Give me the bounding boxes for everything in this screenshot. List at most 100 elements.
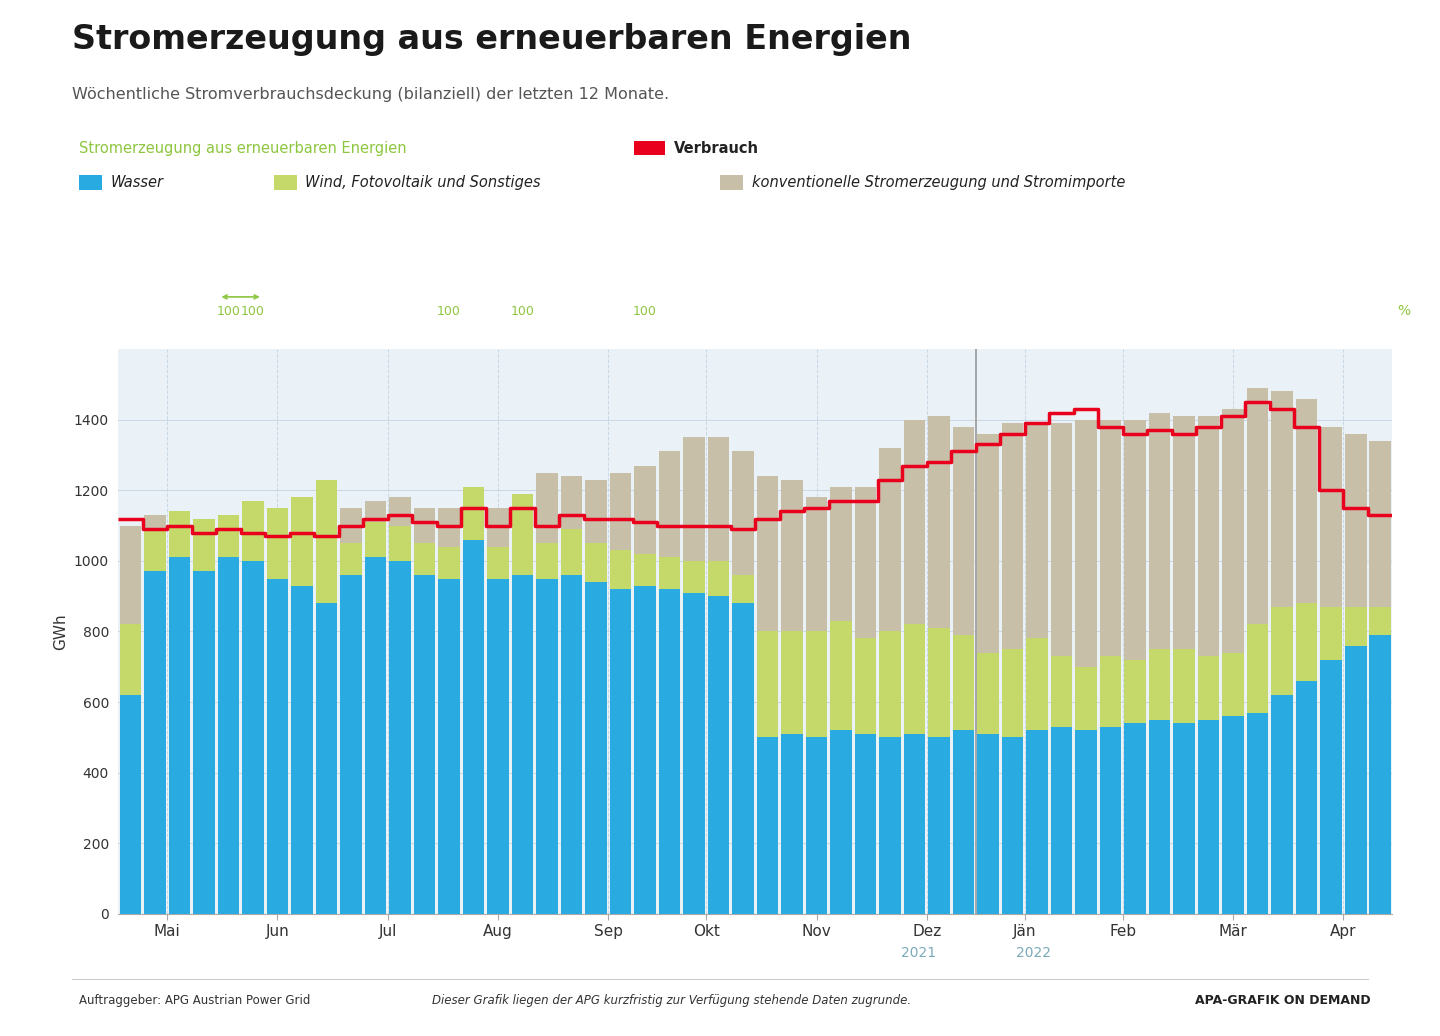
Bar bbox=[1125, 723, 1146, 914]
Bar bbox=[683, 437, 704, 560]
Bar bbox=[1345, 645, 1367, 914]
Text: 2022: 2022 bbox=[1017, 946, 1051, 960]
Bar bbox=[364, 522, 386, 557]
Bar bbox=[904, 733, 926, 914]
Text: 100: 100 bbox=[634, 305, 657, 318]
Bar bbox=[266, 508, 288, 578]
Bar bbox=[560, 575, 582, 914]
Bar bbox=[193, 572, 215, 914]
Text: APA-GRAFIK ON DEMAND: APA-GRAFIK ON DEMAND bbox=[1195, 994, 1371, 1007]
Bar bbox=[609, 550, 631, 589]
Bar bbox=[1247, 625, 1269, 713]
Bar bbox=[658, 557, 680, 589]
Bar bbox=[144, 572, 166, 914]
Text: 100: 100 bbox=[511, 305, 534, 318]
Bar bbox=[560, 477, 582, 529]
Bar bbox=[1149, 720, 1171, 914]
Bar bbox=[1345, 434, 1367, 607]
Bar bbox=[782, 733, 804, 914]
Bar bbox=[1272, 607, 1293, 695]
Bar bbox=[978, 653, 999, 733]
Bar bbox=[144, 529, 166, 572]
Bar bbox=[217, 515, 239, 529]
Bar bbox=[1320, 660, 1342, 914]
Bar bbox=[1051, 656, 1073, 726]
Bar bbox=[1296, 399, 1318, 603]
Text: Dieser Grafik liegen der APG kurzfristig zur Verfügung stehende Daten zugrunde.: Dieser Grafik liegen der APG kurzfristig… bbox=[432, 994, 912, 1007]
Bar bbox=[733, 575, 753, 603]
Text: Stromerzeugung aus erneuerbaren Energien: Stromerzeugung aus erneuerbaren Energien bbox=[79, 141, 408, 155]
Bar bbox=[831, 487, 852, 621]
Bar bbox=[585, 543, 606, 582]
Bar bbox=[1174, 650, 1195, 723]
Bar bbox=[193, 518, 215, 572]
Bar bbox=[413, 543, 435, 575]
Bar bbox=[683, 593, 704, 914]
Bar bbox=[1198, 656, 1220, 720]
Bar bbox=[242, 500, 264, 560]
Bar bbox=[831, 730, 852, 914]
Bar bbox=[536, 472, 557, 543]
Text: Auftraggeber: APG Austrian Power Grid: Auftraggeber: APG Austrian Power Grid bbox=[79, 994, 311, 1007]
Bar bbox=[217, 515, 239, 557]
Bar bbox=[511, 494, 533, 575]
Bar bbox=[880, 448, 901, 631]
Bar bbox=[536, 543, 557, 578]
Text: %: % bbox=[1397, 305, 1411, 318]
Text: 100: 100 bbox=[436, 305, 461, 318]
Bar bbox=[1076, 420, 1097, 667]
Bar bbox=[511, 494, 533, 508]
Bar bbox=[953, 427, 975, 635]
Bar bbox=[1369, 441, 1391, 607]
Bar bbox=[707, 437, 729, 560]
Bar bbox=[757, 738, 778, 914]
Bar bbox=[438, 508, 459, 547]
Bar bbox=[1296, 603, 1318, 681]
Bar bbox=[340, 508, 361, 543]
Y-axis label: GWh: GWh bbox=[53, 613, 68, 650]
Bar bbox=[1051, 726, 1073, 914]
Bar bbox=[1149, 412, 1171, 650]
Bar bbox=[1076, 730, 1097, 914]
Bar bbox=[511, 575, 533, 914]
Bar bbox=[389, 560, 410, 914]
Bar bbox=[413, 508, 435, 543]
Bar bbox=[757, 631, 778, 738]
Bar bbox=[1272, 392, 1293, 607]
Bar bbox=[340, 543, 361, 575]
Bar bbox=[707, 596, 729, 914]
Bar bbox=[1223, 716, 1244, 914]
Bar bbox=[634, 554, 655, 585]
Bar bbox=[806, 738, 828, 914]
Bar bbox=[1125, 660, 1146, 723]
Bar bbox=[242, 500, 264, 533]
Bar bbox=[929, 416, 950, 628]
Bar bbox=[1100, 420, 1122, 656]
Bar bbox=[1223, 653, 1244, 716]
Bar bbox=[1027, 730, 1048, 914]
Bar bbox=[1076, 667, 1097, 730]
Bar bbox=[487, 508, 508, 547]
Text: 100: 100 bbox=[216, 305, 240, 318]
Bar bbox=[242, 560, 264, 914]
Bar bbox=[880, 631, 901, 738]
Text: Wasser: Wasser bbox=[111, 175, 164, 190]
Bar bbox=[315, 603, 337, 914]
Bar bbox=[144, 515, 166, 529]
Bar bbox=[757, 477, 778, 631]
Bar bbox=[953, 730, 975, 914]
Bar bbox=[389, 497, 410, 525]
Bar bbox=[1051, 424, 1073, 656]
Bar bbox=[609, 472, 631, 550]
Text: Wöchentliche Stromverbrauchsdeckung (bilanziell) der letzten 12 Monate.: Wöchentliche Stromverbrauchsdeckung (bil… bbox=[72, 87, 670, 102]
Bar bbox=[462, 487, 484, 540]
Bar bbox=[707, 560, 729, 596]
Bar bbox=[266, 578, 288, 914]
Bar bbox=[978, 434, 999, 653]
Bar bbox=[1125, 420, 1146, 660]
Text: 2021: 2021 bbox=[900, 946, 936, 960]
Bar bbox=[1174, 723, 1195, 914]
Bar bbox=[1369, 635, 1391, 914]
Bar bbox=[585, 582, 606, 914]
Bar bbox=[1149, 650, 1171, 720]
